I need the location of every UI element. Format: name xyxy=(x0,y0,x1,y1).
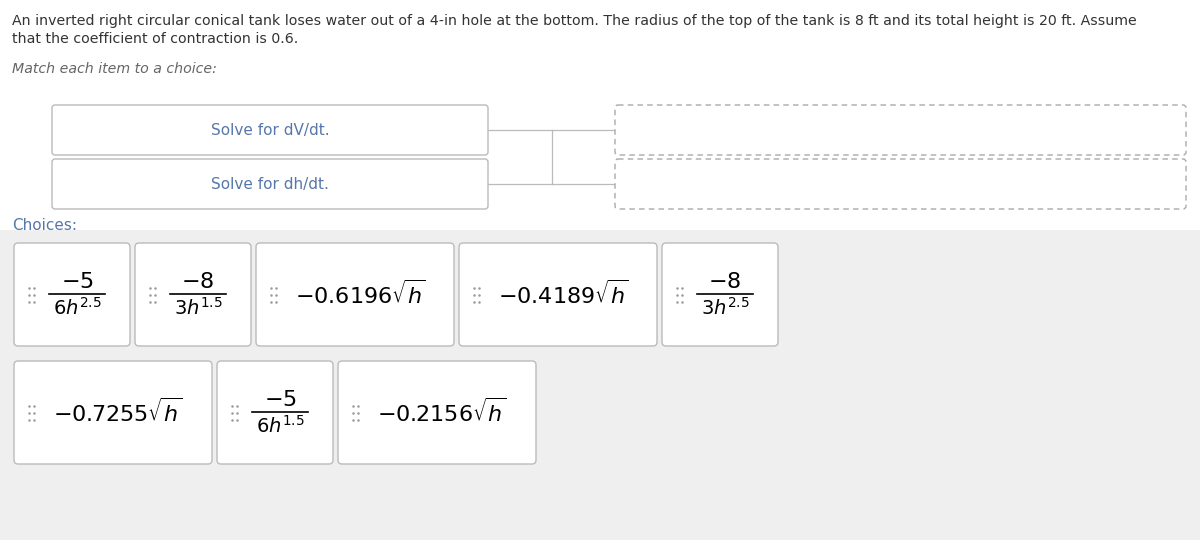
Text: $-8$: $-8$ xyxy=(181,271,215,294)
FancyBboxPatch shape xyxy=(14,243,130,346)
Text: Solve for dh/dt.: Solve for dh/dt. xyxy=(211,177,329,191)
FancyBboxPatch shape xyxy=(256,243,454,346)
FancyBboxPatch shape xyxy=(616,105,1186,155)
Text: $-0.4189\sqrt{h}$: $-0.4189\sqrt{h}$ xyxy=(498,280,629,309)
FancyBboxPatch shape xyxy=(217,361,334,464)
FancyBboxPatch shape xyxy=(14,361,212,464)
Text: $-5$: $-5$ xyxy=(60,271,94,294)
FancyBboxPatch shape xyxy=(52,105,488,155)
Text: $3h^{1.5}$: $3h^{1.5}$ xyxy=(174,296,222,318)
FancyBboxPatch shape xyxy=(0,230,1200,540)
Text: $-8$: $-8$ xyxy=(708,271,742,294)
Text: Solve for dV/dt.: Solve for dV/dt. xyxy=(211,123,329,137)
Text: $6h^{2.5}$: $6h^{2.5}$ xyxy=(53,296,101,318)
Text: Match each item to a choice:: Match each item to a choice: xyxy=(12,62,217,76)
Text: $6h^{1.5}$: $6h^{1.5}$ xyxy=(256,415,305,437)
FancyBboxPatch shape xyxy=(52,159,488,209)
Text: $-0.6196\sqrt{h}$: $-0.6196\sqrt{h}$ xyxy=(294,280,426,309)
Text: An inverted right circular conical tank loses water out of a 4-in hole at the bo: An inverted right circular conical tank … xyxy=(12,14,1136,28)
FancyBboxPatch shape xyxy=(338,361,536,464)
Text: $-0.2156\sqrt{h}$: $-0.2156\sqrt{h}$ xyxy=(377,398,506,427)
FancyBboxPatch shape xyxy=(616,159,1186,209)
FancyBboxPatch shape xyxy=(458,243,658,346)
Text: Choices:: Choices: xyxy=(12,218,77,233)
Text: $3h^{2.5}$: $3h^{2.5}$ xyxy=(701,296,749,318)
FancyBboxPatch shape xyxy=(134,243,251,346)
Text: $-5$: $-5$ xyxy=(264,389,296,411)
Text: $-0.7255\sqrt{h}$: $-0.7255\sqrt{h}$ xyxy=(53,398,182,427)
Text: that the coefficient of contraction is 0.6.: that the coefficient of contraction is 0… xyxy=(12,32,299,46)
FancyBboxPatch shape xyxy=(662,243,778,346)
